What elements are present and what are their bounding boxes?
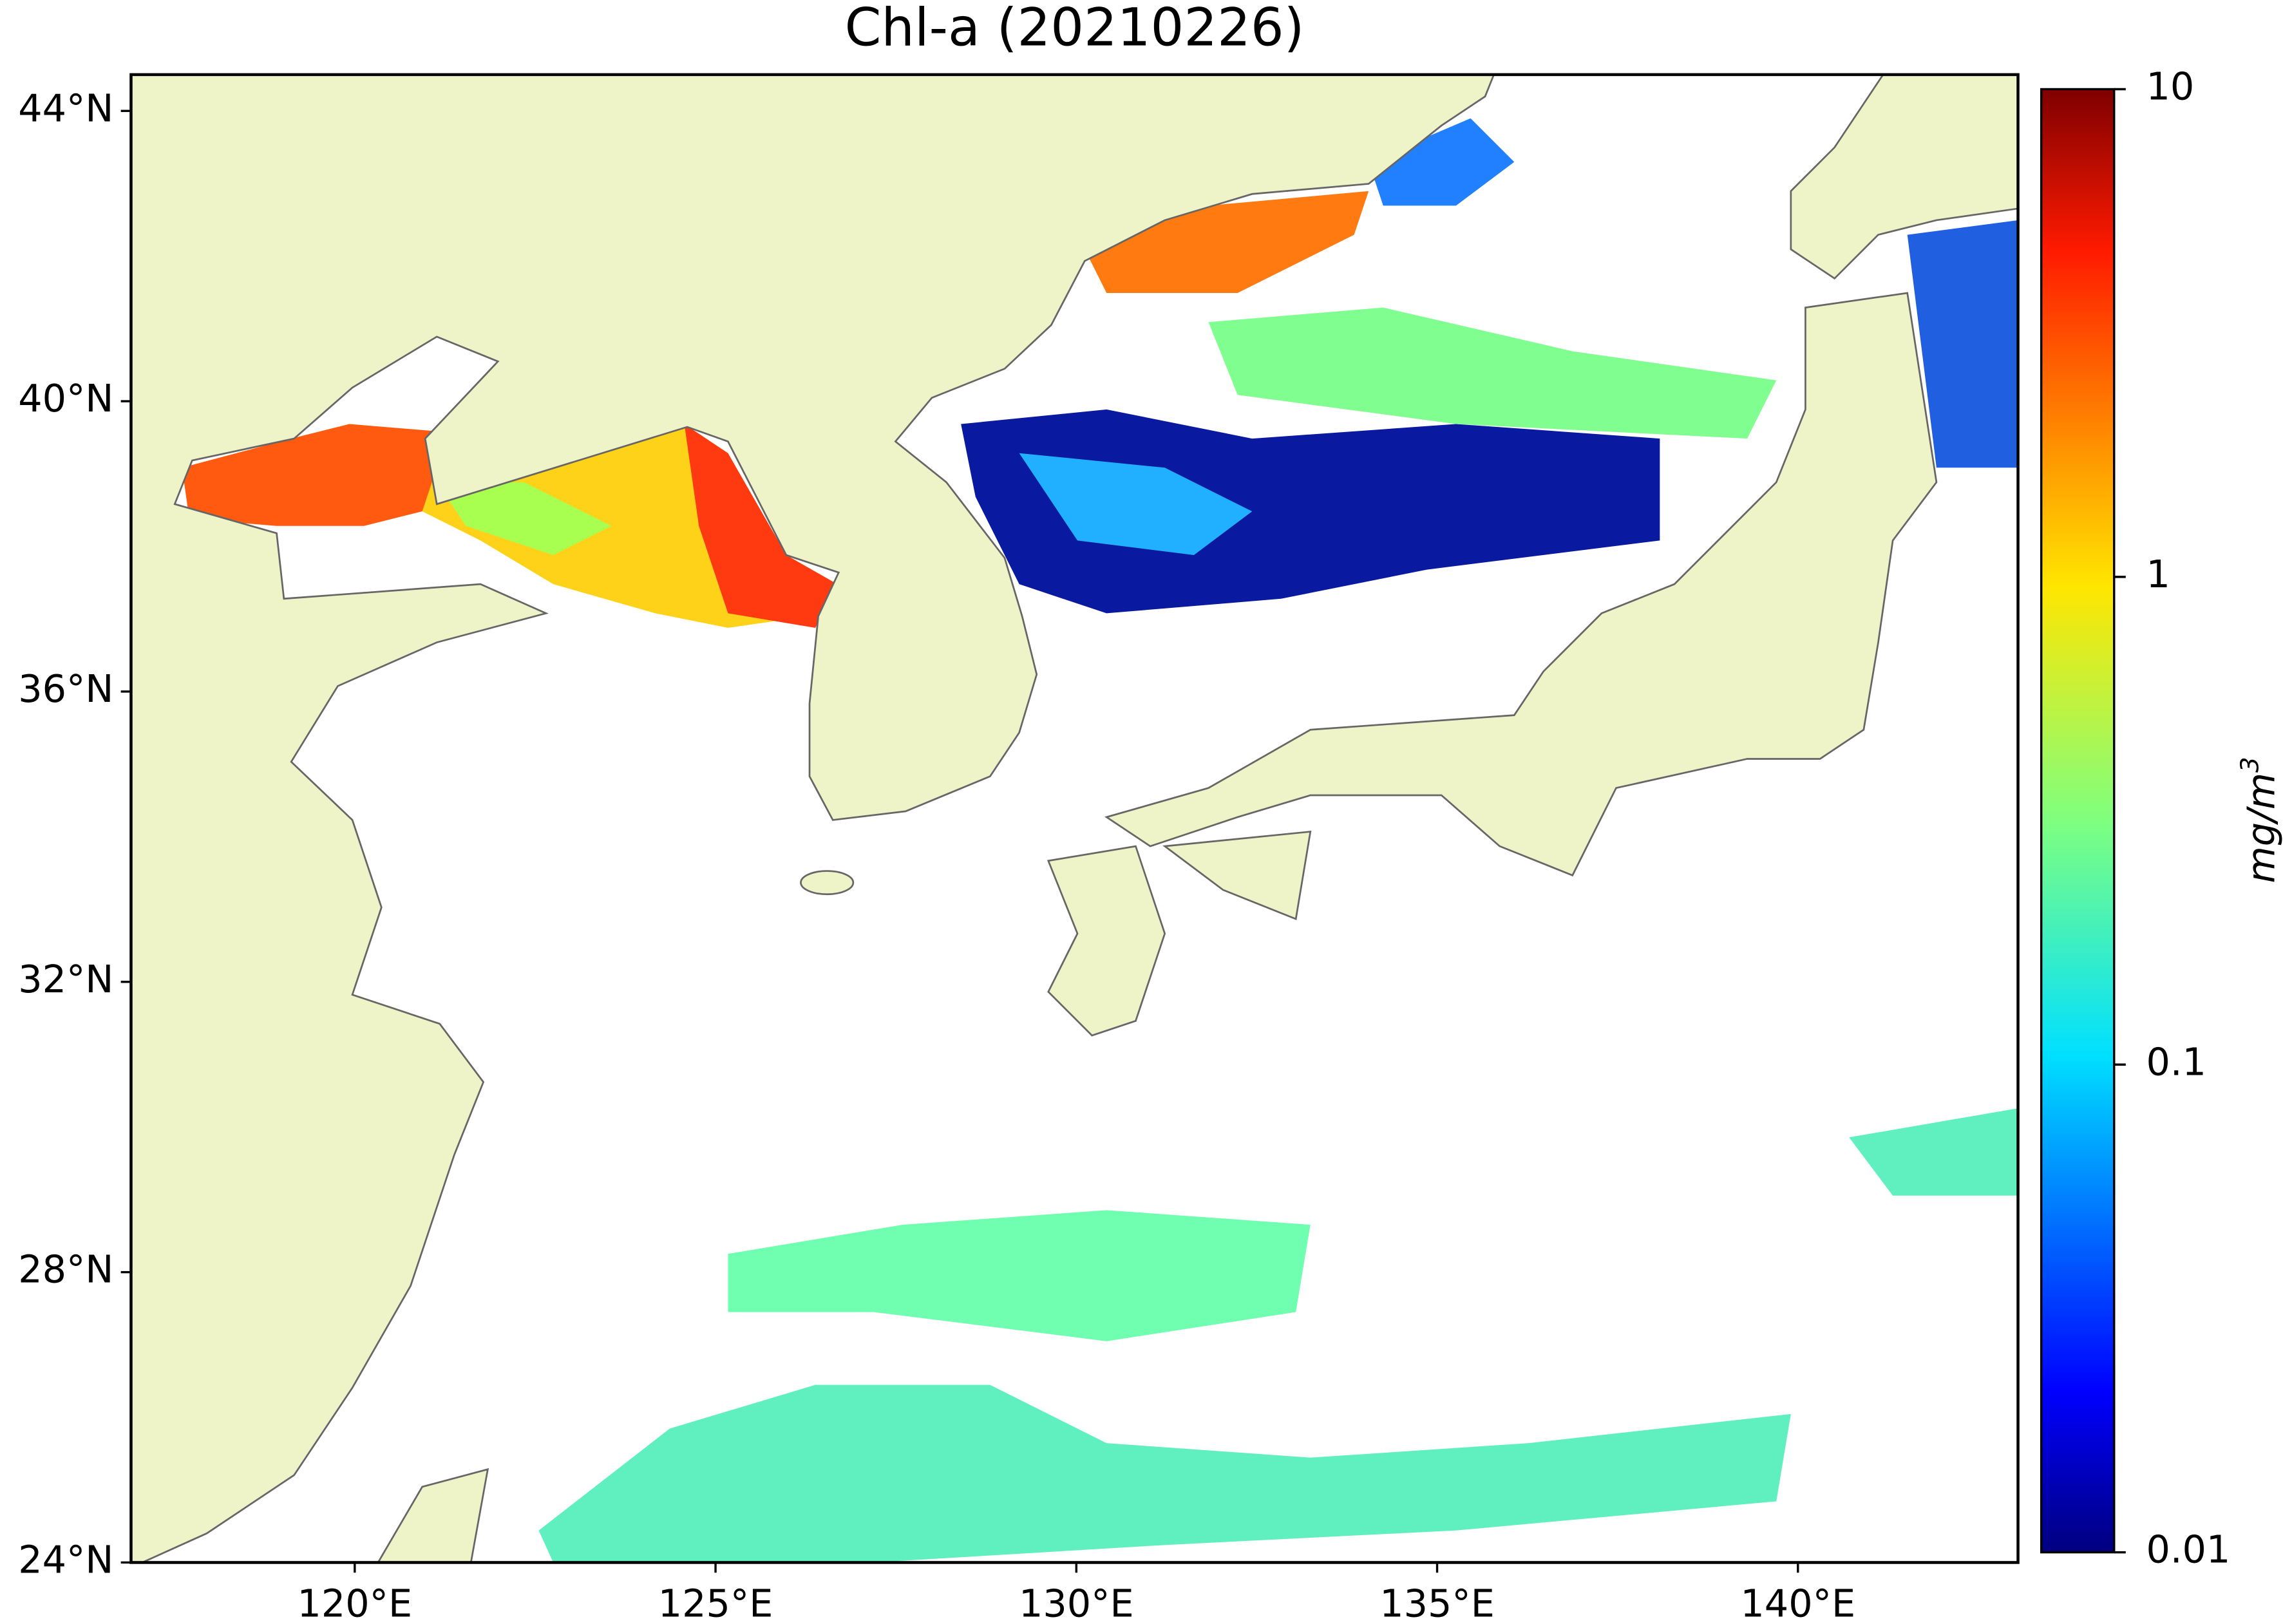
chl-patch [961,409,1660,614]
honshu [1104,292,1938,877]
x-tick-label: 120°E [297,1581,412,1624]
y-tick-label: 44°N [18,86,113,130]
mainland [131,74,1495,1563]
chl-patch [1208,307,1777,439]
colorbar-tick-label: 1 [2146,552,2170,596]
y-tick-label: 32°N [18,957,113,1001]
x-tick-label: 125°E [658,1581,773,1624]
chl-patch [1019,453,1253,555]
chl-patch [182,424,466,526]
colorbar-tick-label: 10 [2146,64,2194,109]
chl-patch [728,1210,1311,1341]
map-area [131,74,2018,1563]
colorbar [2040,88,2116,1554]
y-tick-label: 24°N [18,1538,113,1582]
jeju [800,870,855,896]
shikoku [1162,830,1312,921]
chl-patch [1077,191,1369,294]
chl-patch [437,482,612,555]
colorbar-tick-label: 0.1 [2146,1039,2206,1084]
chl-patch [1849,1108,2018,1196]
x-tick-label: 140°E [1740,1581,1855,1624]
hokkaido [1790,74,2018,280]
map-frame [129,73,2020,1564]
y-tick-label: 40°N [18,376,113,420]
chl-patch [1907,220,2018,468]
colorbar-unit: mg/m [2239,773,2283,883]
colorbar-tick-label: 0.01 [2146,1527,2230,1572]
x-tick-label: 135°E [1379,1581,1495,1624]
x-tick-label: 130°E [1019,1581,1134,1624]
chl-patch [1369,118,1515,206]
y-tick-label: 36°N [18,666,113,711]
colorbar-unit-exponent: 3 [2235,757,2264,772]
colorbar-label: mg/m3 [2235,757,2283,883]
taiwan [377,1468,489,1563]
map-title: Chl-a (20210226) [845,0,1305,59]
chl-patch [538,1384,1791,1563]
y-tick-label: 28°N [18,1247,113,1292]
kyushu [1047,845,1166,1037]
chl-patch [684,424,837,628]
